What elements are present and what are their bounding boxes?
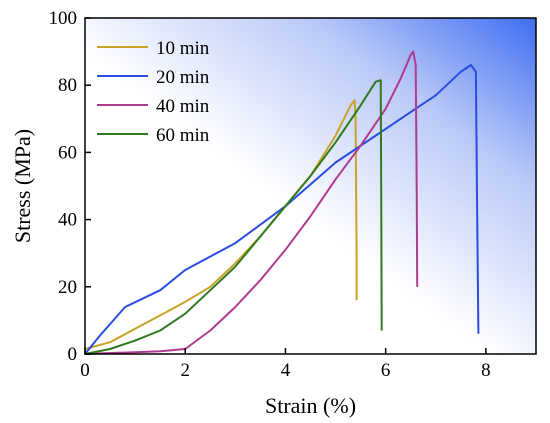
- x-tick-label-4: 8: [481, 360, 491, 381]
- y-tick-label-5: 100: [49, 8, 78, 29]
- y-tick-label-4: 80: [58, 75, 77, 96]
- x-axis-label: Strain (%): [265, 393, 356, 418]
- y-axis-label: Stress (MPa): [10, 129, 35, 243]
- legend-label-2: 40 min: [156, 96, 210, 117]
- y-tick-label-2: 40: [58, 210, 77, 231]
- y-tick-label-1: 20: [58, 277, 77, 298]
- legend-label-1: 20 min: [156, 67, 210, 88]
- x-tick-label-3: 6: [381, 360, 391, 381]
- legend-label-0: 10 min: [156, 38, 210, 59]
- series-line-2: [84, 50, 419, 355]
- series-line-3: [84, 79, 383, 355]
- legend: 10 min 20 min 40 min 60 min: [97, 38, 210, 146]
- plot-background: [85, 18, 536, 354]
- plot-frame: [84, 17, 537, 355]
- y-tick-label-3: 60: [58, 142, 77, 163]
- x-tick-label-1: 2: [180, 360, 190, 381]
- legend-label-3: 60 min: [156, 125, 210, 146]
- x-tick-label-0: 0: [80, 360, 90, 381]
- series-layer: [84, 50, 480, 355]
- x-tick-label-2: 4: [281, 360, 291, 381]
- y-tick-label-0: 0: [68, 344, 78, 365]
